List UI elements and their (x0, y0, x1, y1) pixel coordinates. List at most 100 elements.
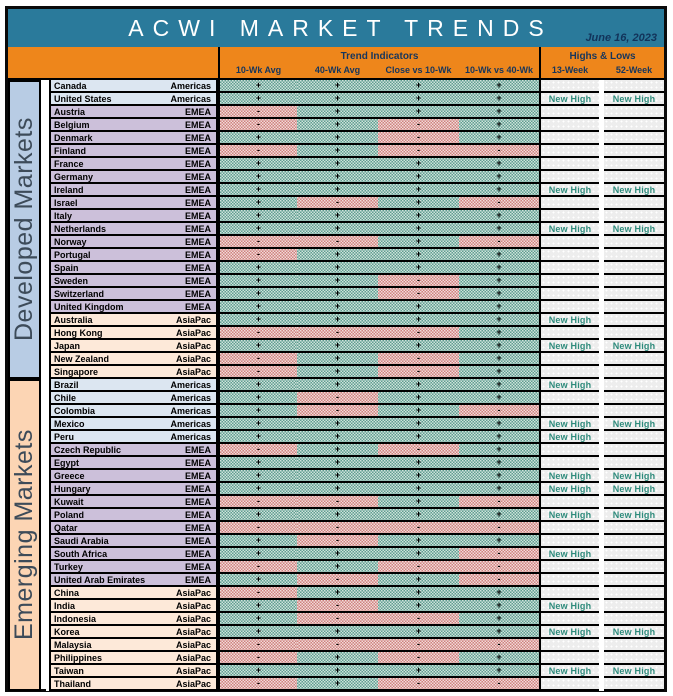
table-row: Qatar EMEA - - - - (46, 522, 664, 535)
highs-gap (599, 665, 604, 678)
indicator-cell: + (459, 93, 539, 106)
highs-gap (599, 301, 604, 314)
table-row: Peru Americas + + + + New High (46, 431, 664, 444)
country-label: Kuwait (54, 496, 84, 507)
high-13-week-cell (539, 158, 599, 171)
indicator-cell: + (218, 184, 297, 197)
row-left-gap (46, 171, 49, 184)
indicator-cell: + (297, 132, 378, 145)
indicator-cell: - (459, 574, 539, 587)
table-row: Mexico Americas + + + + New High New Hig… (46, 418, 664, 431)
high-52-week-cell (604, 678, 664, 691)
indicator-cell: + (218, 665, 297, 678)
high-13-week-cell (539, 171, 599, 184)
indicator-cell: + (378, 535, 459, 548)
indicator-cell: + (218, 210, 297, 223)
indicator-cell: - (378, 561, 459, 574)
indicator-cell: + (459, 288, 539, 301)
country-label: Thailand (54, 678, 92, 689)
indicator-cell: + (297, 262, 378, 275)
region-label: AsiaPac (175, 600, 211, 611)
high-52-week-cell (604, 587, 664, 600)
country-region-cell: Indonesia AsiaPac (49, 613, 218, 626)
high-52-week-cell: New High (604, 483, 664, 496)
indicator-cell: - (297, 496, 378, 509)
high-13-week-cell (539, 678, 599, 691)
country-label: Greece (54, 470, 85, 481)
country-region-cell: Japan AsiaPac (49, 340, 218, 353)
indicator-cell: + (459, 353, 539, 366)
column-group-highs-lows: Highs & Lows (539, 47, 664, 62)
table-row: Taiwan AsiaPac + + + + New High New High (46, 665, 664, 678)
region-label: EMEA (184, 561, 211, 572)
indicator-cell: + (218, 626, 297, 639)
indicator-cell: + (459, 275, 539, 288)
region-label: EMEA (184, 483, 211, 494)
high-13-week-cell (539, 496, 599, 509)
table-row: Korea AsiaPac + + + + New High New High (46, 626, 664, 639)
indicator-cell: + (378, 301, 459, 314)
indicator-cell: + (459, 457, 539, 470)
row-left-gap (46, 496, 49, 509)
indicator-cell: + (459, 444, 539, 457)
row-left-gap (46, 405, 49, 418)
high-52-week-cell (604, 80, 664, 93)
table-row: Thailand AsiaPac - + - - (46, 678, 664, 691)
indicator-cell: + (459, 626, 539, 639)
row-left-gap (46, 275, 49, 288)
indicator-cell: + (297, 93, 378, 106)
highs-gap (599, 249, 604, 262)
country-label: Hong Kong (54, 327, 103, 338)
high-13-week-cell (539, 132, 599, 145)
indicator-cell: - (218, 145, 297, 158)
indicator-cell: + (297, 561, 378, 574)
country-region-cell: Italy EMEA (49, 210, 218, 223)
indicator-cell: + (378, 249, 459, 262)
indicator-cell: - (378, 522, 459, 535)
high-13-week-cell (539, 145, 599, 158)
indicator-cell: + (218, 613, 297, 626)
row-left-gap (46, 574, 49, 587)
table-row: Czech Republic EMEA - + - + (46, 444, 664, 457)
indicator-cell: - (218, 587, 297, 600)
highs-gap (599, 288, 604, 301)
country-label: Indonesia (54, 613, 97, 624)
highs-gap (599, 574, 604, 587)
row-left-gap (46, 665, 49, 678)
indicator-cell: + (297, 431, 378, 444)
high-13-week-cell: New High (539, 184, 599, 197)
indicator-cell: - (297, 574, 378, 587)
indicator-cell: - (297, 197, 378, 210)
country-label: Denmark (54, 132, 93, 143)
indicator-cell: + (459, 535, 539, 548)
country-label: Czech Republic (54, 444, 122, 455)
country-region-cell: Brazil Americas (49, 379, 218, 392)
indicator-cell: + (218, 158, 297, 171)
column-header-10wk-avg: 10-Wk Avg (218, 62, 297, 78)
country-region-cell: Qatar EMEA (49, 522, 218, 535)
highs-gap (599, 184, 604, 197)
country-region-cell: India AsiaPac (49, 600, 218, 613)
country-label: China (54, 587, 80, 598)
country-label: Turkey (54, 561, 83, 572)
country-label: India (54, 600, 76, 611)
table-row: Austria EMEA - + + + (46, 106, 664, 119)
region-label: Americas (170, 431, 211, 442)
region-label: EMEA (184, 184, 211, 195)
region-label: Americas (170, 392, 211, 403)
indicator-cell: - (297, 327, 378, 340)
table-row: Singapore AsiaPac - + - + (46, 366, 664, 379)
table-row: Hong Kong AsiaPac - - - + (46, 327, 664, 340)
highs-gap (599, 548, 604, 561)
indicator-cell: - (459, 236, 539, 249)
indicator-cell: + (459, 431, 539, 444)
indicator-cell: + (218, 600, 297, 613)
indicator-cell: + (218, 470, 297, 483)
indicator-cell: - (218, 444, 297, 457)
high-52-week-cell (604, 327, 664, 340)
high-13-week-cell (539, 639, 599, 652)
indicator-cell: - (218, 652, 297, 665)
column-header-band: Trend Indicators Highs & Lows 10-Wk Avg … (8, 47, 664, 78)
indicator-cell: + (218, 392, 297, 405)
high-13-week-cell (539, 80, 599, 93)
